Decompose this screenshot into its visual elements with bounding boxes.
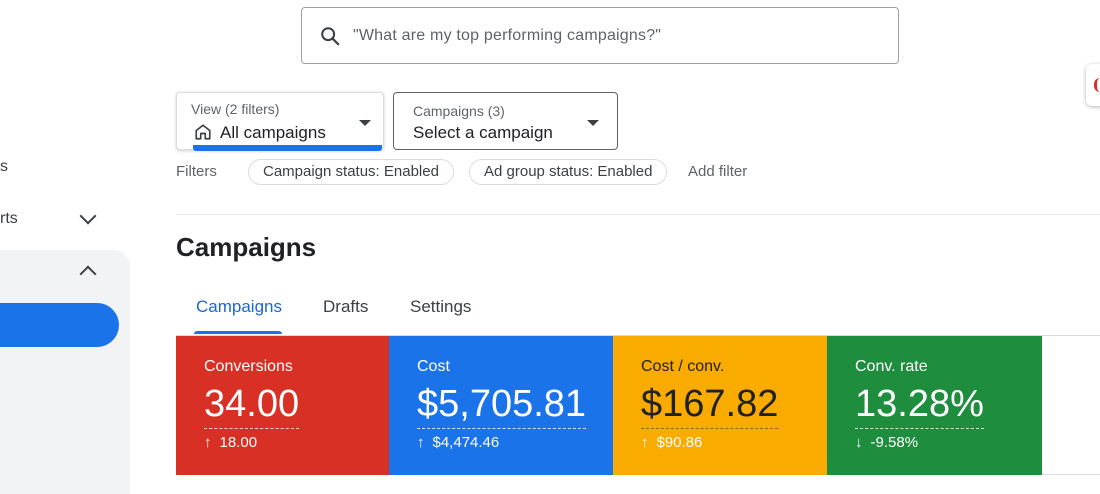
metric-delta-value: -9.58% [870,434,919,451]
metric-card-cost-per-conv[interactable]: Cost / conv. $167.82 ↑ $90.86 [613,336,827,475]
home-icon [195,124,211,140]
sidebar-expanded-section [0,250,130,494]
add-filter-button[interactable]: Add filter [688,163,748,180]
section-divider [176,214,1100,215]
arrow-up-icon: ↑ [417,434,425,451]
search-placeholder: "What are my top performing campaigns?" [353,26,662,44]
metric-value: $5,705.81 [417,382,587,429]
metric-delta-value: $90.86 [656,434,703,451]
metric-value: 13.28% [855,382,984,429]
sidebar-item-partial-2[interactable]: rts [0,210,18,227]
view-selector[interactable]: View (2 filters) All campaigns [176,92,384,150]
view-selector-label: View (2 filters) [191,101,280,117]
metric-label: Conv. rate [855,358,928,375]
metric-delta: ↑ 18.00 [204,434,257,451]
metric-value: 34.00 [204,382,300,429]
metric-delta-value: $4,474.46 [432,434,500,451]
page-title: Campaigns [176,232,317,262]
campaign-selector-value: Select a campaign [413,123,553,142]
campaign-selector-label: Campaigns (3) [413,103,505,119]
sidebar-item-partial-1[interactable]: s [0,158,8,175]
filters-label: Filters [176,163,217,180]
metric-card-conv-rate[interactable]: Conv. rate 13.28% ↓ -9.58% [827,336,1042,475]
metric-delta: ↓ -9.58% [855,434,918,451]
tab-settings[interactable]: Settings [410,297,472,316]
search-icon [321,26,340,45]
arrow-up-icon: ↑ [641,434,649,451]
search-box[interactable]: "What are my top performing campaigns?" [301,7,899,64]
sidebar-active-item[interactable] [0,303,119,347]
metric-delta-value: 18.00 [219,434,258,451]
campaign-selector[interactable]: Campaigns (3) Select a campaign [393,92,618,150]
filter-chip-ad-group-status[interactable]: Ad group status: Enabled [469,159,668,185]
dropdown-arrow-icon [359,120,371,126]
metric-delta: ↑ $90.86 [641,434,702,451]
view-selector-value: All campaigns [220,123,326,142]
side-panel-toggle-button[interactable] [1086,64,1100,106]
metric-label: Cost [417,358,450,375]
tab-campaigns[interactable]: Campaigns [196,297,282,316]
metric-cards: Conversions 34.00 ↑ 18.00 Cost $5,705.81… [176,336,1100,475]
arrow-down-icon: ↓ [855,434,863,451]
metric-card-cost[interactable]: Cost $5,705.81 ↑ $4,474.46 [389,336,613,475]
metric-label: Cost / conv. [641,358,725,375]
tabs-divider [176,335,1100,336]
dropdown-arrow-icon [587,120,599,126]
metric-value: $167.82 [641,382,779,429]
active-tab-indicator [194,331,282,334]
view-selector-underline [193,145,382,151]
metric-card-conversions[interactable]: Conversions 34.00 ↑ 18.00 [176,336,389,475]
metric-delta: ↑ $4,474.46 [417,434,499,451]
arrow-up-icon: ↑ [204,434,212,451]
chevron-down-icon[interactable] [79,207,97,225]
left-sidebar: s rts [0,0,130,494]
tab-drafts[interactable]: Drafts [323,297,369,316]
metric-label: Conversions [204,358,293,375]
filter-chip-campaign-status[interactable]: Campaign status: Enabled [248,159,454,185]
